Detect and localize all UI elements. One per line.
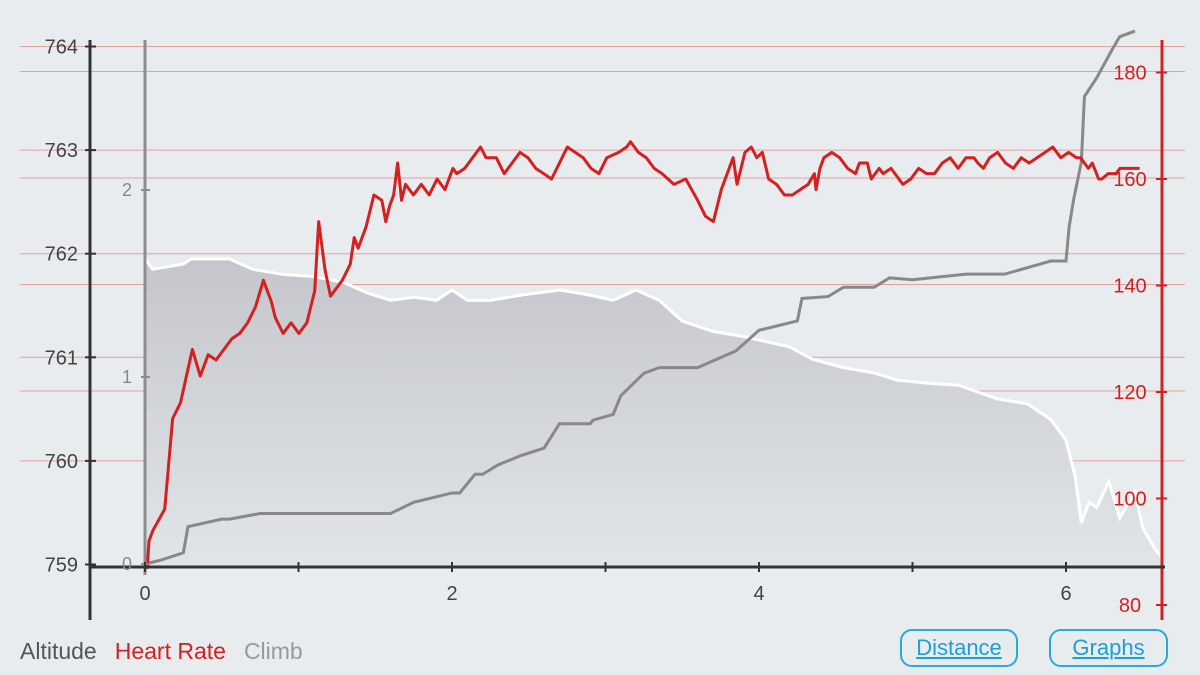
distance-tick-label: 4 [753, 583, 764, 605]
heart-rate-line [143, 140, 1140, 570]
graphs-button[interactable]: Graphs [1049, 629, 1168, 667]
altitude-tick-label: 763 [45, 140, 78, 162]
climb-line [144, 29, 1136, 566]
heart-rate-tick-label: 80 [1119, 595, 1141, 617]
altitude-tick-label: 759 [45, 555, 78, 577]
distance-tick-label: 2 [446, 583, 457, 605]
heart-rate-tick-label: 180 [1113, 63, 1146, 85]
axes: 764 763 762 761 760 759 2 1 0 180 160 140 120 100 80 0 2… [45, 37, 1167, 620]
climb-tick-label: 2 [122, 180, 132, 200]
altitude-tick-label: 760 [45, 451, 78, 473]
altitude-tick-label: 761 [45, 347, 78, 369]
climb-tick-label: 1 [122, 367, 132, 387]
heart-rate-tick-label: 100 [1113, 489, 1146, 511]
altitude-tick-label: 764 [45, 37, 78, 59]
legend: Altitude Heart Rate Climb [20, 638, 303, 665]
legend-heart-rate: Heart Rate [114, 638, 226, 664]
distance-button[interactable]: Distance [900, 629, 1018, 667]
distance-tick-label: 0 [139, 583, 150, 605]
altitude-line [143, 257, 1163, 558]
heart-rate-tick-label: 120 [1113, 382, 1146, 404]
legend-climb: Climb [243, 638, 303, 664]
altitude-area [145, 258, 1162, 567]
heart-rate-tick-label: 160 [1113, 169, 1146, 191]
chart: 764 763 762 761 760 759 2 1 0 180 160 140 120 100 80 0 2… [20, 29, 1185, 620]
climb-tick-label: 0 [122, 554, 132, 574]
legend-altitude: Altitude [20, 638, 97, 664]
altitude-tick-label: 762 [45, 244, 78, 266]
distance-tick-label: 6 [1060, 583, 1071, 605]
heart-rate-tick-label: 140 [1113, 276, 1146, 298]
